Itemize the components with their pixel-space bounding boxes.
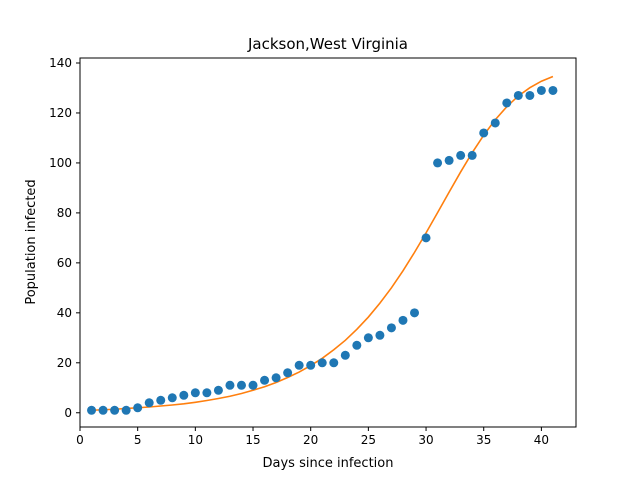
data-point [190, 388, 200, 398]
data-points-layer [87, 85, 558, 415]
data-point [213, 385, 223, 395]
y-tick-label: 140 [49, 56, 72, 70]
x-tick-label: 40 [534, 433, 549, 447]
data-point [202, 388, 212, 398]
data-point [536, 85, 546, 95]
data-point [421, 233, 431, 243]
data-point [294, 360, 304, 370]
data-point [525, 90, 535, 100]
y-tick-label: 80 [57, 206, 72, 220]
y-tick-label: 0 [64, 406, 72, 420]
y-tick-label: 40 [57, 306, 72, 320]
chart-title: Jackson,West Virginia [247, 35, 408, 53]
data-point [179, 390, 189, 400]
data-point [548, 85, 558, 95]
data-point [433, 158, 443, 168]
x-axis-label: Days since infection [263, 456, 394, 471]
x-tick-label: 10 [188, 433, 203, 447]
x-tick-label: 5 [134, 433, 142, 447]
data-point [167, 393, 177, 403]
data-point [98, 405, 108, 415]
data-point [236, 380, 246, 390]
data-point [398, 315, 408, 325]
data-point [444, 155, 454, 165]
data-point [306, 360, 316, 370]
x-tick-label: 20 [303, 433, 318, 447]
data-point [352, 340, 362, 350]
data-point [456, 150, 466, 160]
data-point [225, 380, 235, 390]
data-point [513, 90, 523, 100]
y-tick-label: 120 [49, 106, 72, 120]
data-point [260, 375, 270, 385]
data-point [340, 350, 350, 360]
data-point [110, 405, 120, 415]
data-point [133, 403, 143, 413]
data-point [467, 150, 477, 160]
y-tick-label: 20 [57, 356, 72, 370]
data-point [317, 358, 327, 368]
x-tick-label: 35 [476, 433, 491, 447]
x-tick-label: 25 [361, 433, 376, 447]
data-point [283, 368, 293, 378]
data-point [502, 98, 512, 108]
data-point [329, 358, 339, 368]
data-point [375, 330, 385, 340]
axes-layer: 0 5 10 15 20 25 30 35 40 0 20 40 60 80 100 120 140 [49, 56, 577, 447]
y-tick-label: 100 [49, 156, 72, 170]
y-axis-label: Population infected [24, 179, 39, 304]
data-point [386, 323, 396, 333]
data-point [479, 128, 489, 138]
x-tick-label: 15 [245, 433, 260, 447]
data-point [410, 308, 420, 318]
data-point [248, 380, 258, 390]
data-point [156, 395, 166, 405]
x-tick-label: 0 [76, 433, 84, 447]
plot-frame [79, 57, 577, 428]
data-point [121, 405, 131, 415]
data-point [87, 405, 97, 415]
data-point [144, 398, 154, 408]
x-tick-label: 30 [418, 433, 433, 447]
data-point [363, 333, 373, 343]
y-tick-label: 60 [57, 256, 72, 270]
data-point [271, 373, 281, 383]
data-point [490, 118, 500, 128]
